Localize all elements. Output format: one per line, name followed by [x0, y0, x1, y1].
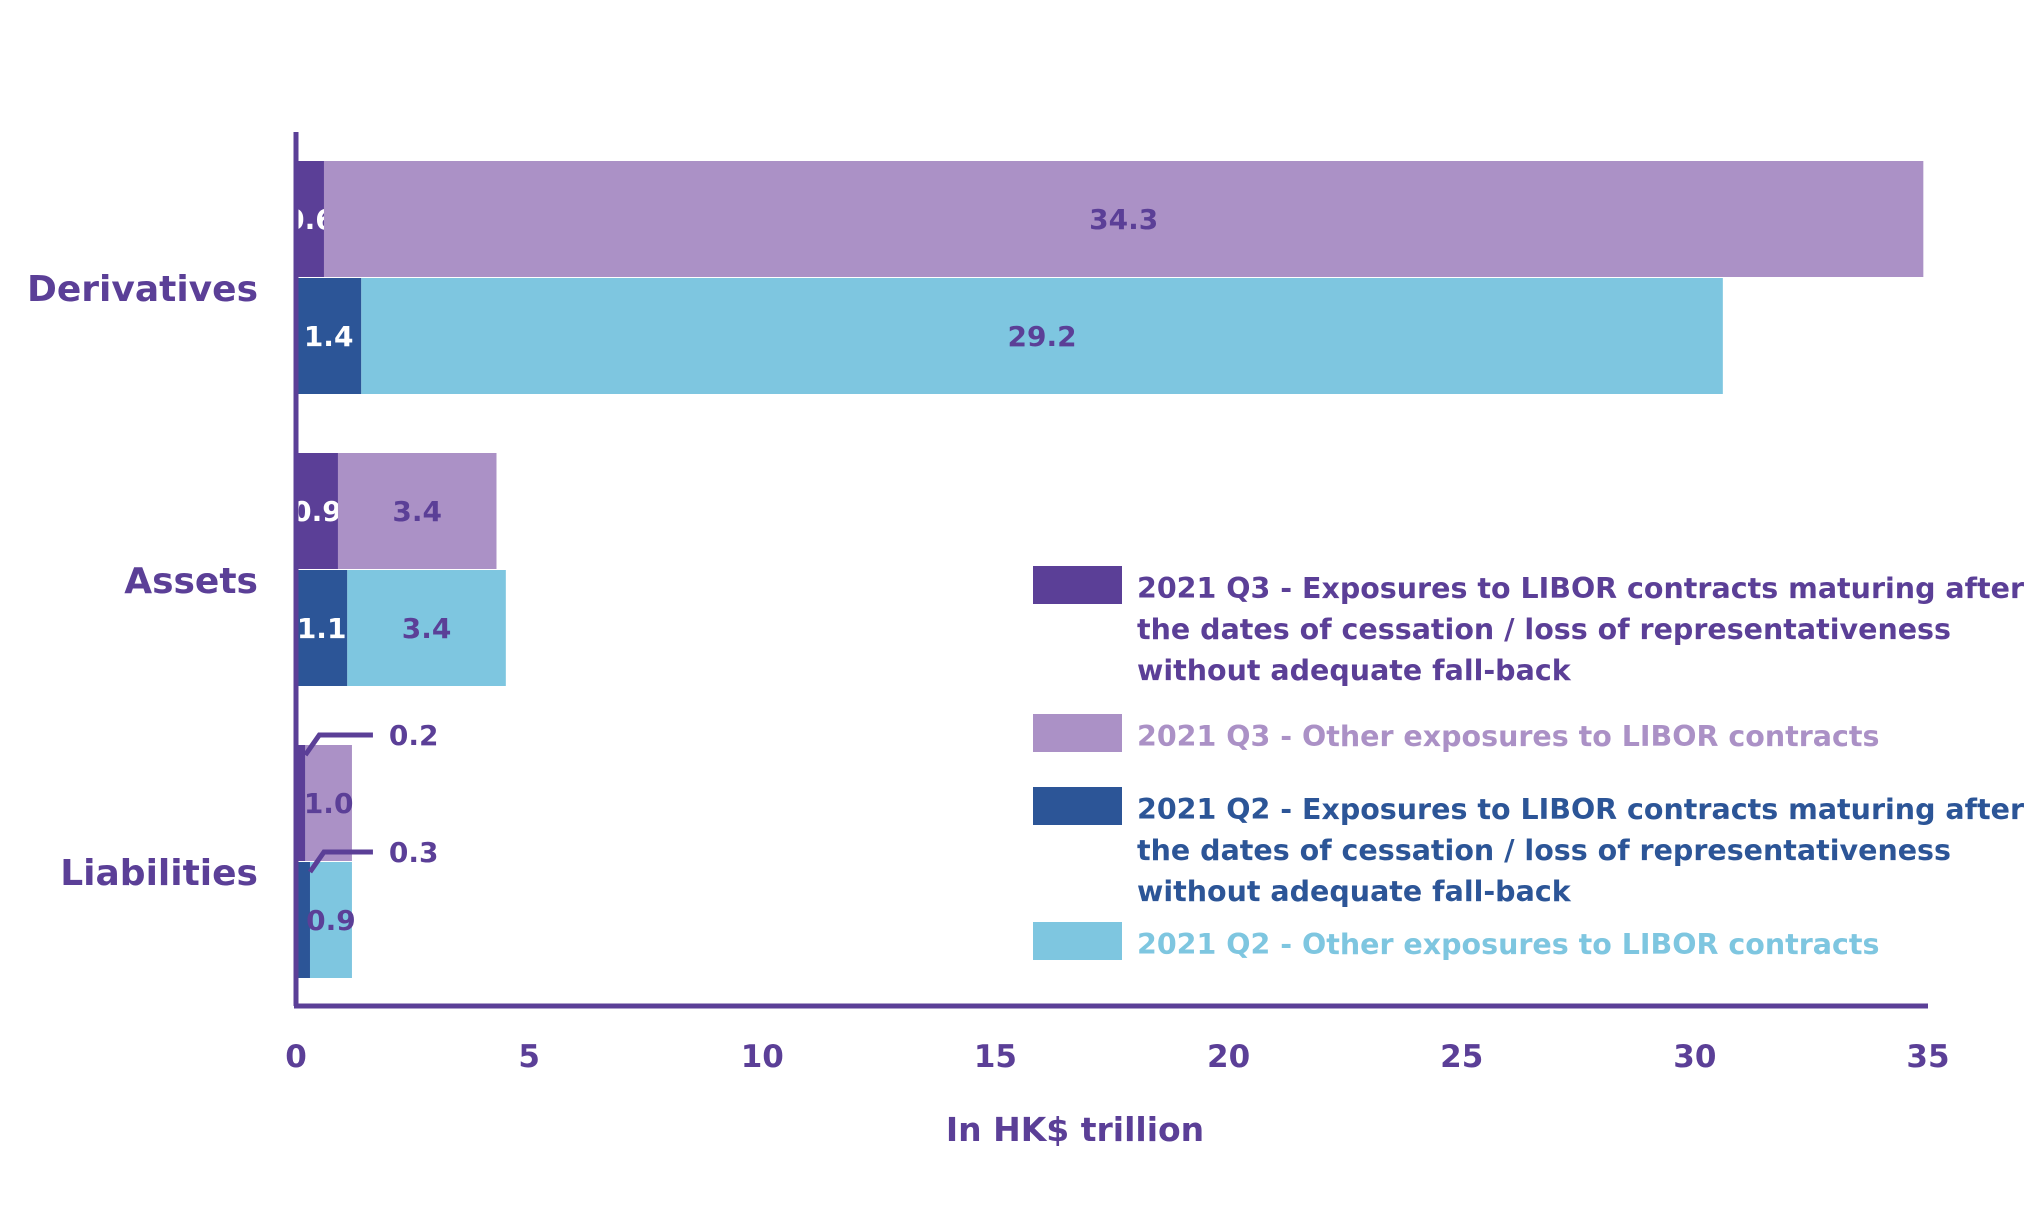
callout-layer: 0.2 0.3 — [303, 719, 439, 874]
category-label-liabilities: Liabilities — [60, 853, 258, 894]
x-tick-label: 5 — [518, 1039, 540, 1075]
bars-layer: 0.6 34.31.4 29.20.9 3.41.1 3.41.00.9 — [285, 161, 1924, 978]
callout-leader-line — [303, 732, 373, 757]
data-label: 29.2 — [1008, 320, 1077, 353]
legend-swatch — [1033, 922, 1122, 960]
bar-segment-liabilities-2021-q3-s1 — [296, 745, 306, 861]
data-label: 3.4 — [402, 612, 452, 645]
legend-label: without adequate fall-back — [1137, 875, 1572, 908]
data-label: 34.3 — [1089, 203, 1158, 236]
bar-segment-assets-2021-q2-s3 — [296, 570, 348, 686]
x-tick-label: 20 — [1207, 1039, 1250, 1075]
data-label: 0.2 — [389, 719, 439, 752]
bar-segment-derivatives-2021-q2-s3 — [296, 278, 362, 394]
legend-item-s2: 2021 Q3 - Other exposures to LIBOR contr… — [1033, 714, 1880, 753]
category-label-assets: Assets — [124, 561, 258, 602]
legend-label: 2021 Q2 - Exposures to LIBOR contracts m… — [1137, 793, 2024, 826]
axis-layer — [293, 132, 1928, 1009]
legend-item-s1: 2021 Q3 - Exposures to LIBOR contracts m… — [1033, 566, 2024, 687]
data-label: 0.3 — [389, 836, 439, 869]
data-label: 1.0 — [304, 787, 354, 820]
bar-segment-derivatives-2021-q3-s1 — [296, 161, 324, 277]
bar-segment-derivatives-2021-q2-s4 — [361, 278, 1723, 394]
legend-label: the dates of cessation / loss of represe… — [1137, 834, 1951, 867]
data-label: 1.1 — [297, 612, 347, 645]
legend-item-s3: 2021 Q2 - Exposures to LIBOR contracts m… — [1033, 787, 2024, 908]
category-labels: Derivatives Assets Liabilities — [27, 269, 258, 894]
bar-segment-derivatives-2021-q3-s2 — [323, 161, 1924, 277]
data-label: 3.4 — [392, 495, 442, 528]
category-label-derivatives: Derivatives — [27, 269, 258, 310]
legend-label: without adequate fall-back — [1137, 654, 1572, 687]
bar-segment-liabilities-2021-q2-s4 — [309, 862, 352, 978]
bar-segment-assets-2021-q3-s2 — [337, 453, 497, 569]
legend-swatch — [1033, 787, 1122, 825]
legend-swatch — [1033, 714, 1122, 752]
data-label: 0.9 — [292, 495, 342, 528]
legend-label: 2021 Q3 - Exposures to LIBOR contracts m… — [1137, 572, 2024, 605]
x-tick-labels: 0 5 10 15 20 25 30 35 — [285, 1039, 1949, 1075]
x-tick-label: 30 — [1673, 1039, 1716, 1075]
data-label: 0.9 — [306, 904, 356, 937]
x-tick-label: 10 — [741, 1039, 784, 1075]
legend-label: 2021 Q2 - Other exposures to LIBOR contr… — [1137, 928, 1880, 961]
callout-leader-line — [307, 849, 373, 874]
bar-segment-liabilities-2021-q3-s2 — [305, 745, 352, 861]
bar-segment-liabilities-2021-q2-s3 — [296, 862, 310, 978]
legend: 2021 Q3 - Exposures to LIBOR contracts m… — [1033, 566, 2024, 961]
x-tick-label: 25 — [1440, 1039, 1483, 1075]
x-tick-label: 35 — [1906, 1039, 1949, 1075]
x-axis-title: In HK$ trillion — [946, 1110, 1204, 1149]
bar-segment-assets-2021-q3-s1 — [296, 453, 338, 569]
x-tick-label: 0 — [285, 1039, 307, 1075]
x-tick-label: 15 — [974, 1039, 1017, 1075]
data-label: 1.4 — [304, 320, 354, 353]
legend-item-s4: 2021 Q2 - Other exposures to LIBOR contr… — [1033, 922, 1880, 961]
legend-label: the dates of cessation / loss of represe… — [1137, 613, 1951, 646]
legend-swatch — [1033, 566, 1122, 604]
bar-segment-assets-2021-q2-s4 — [347, 570, 506, 686]
legend-label: 2021 Q3 - Other exposures to LIBOR contr… — [1137, 720, 1880, 753]
